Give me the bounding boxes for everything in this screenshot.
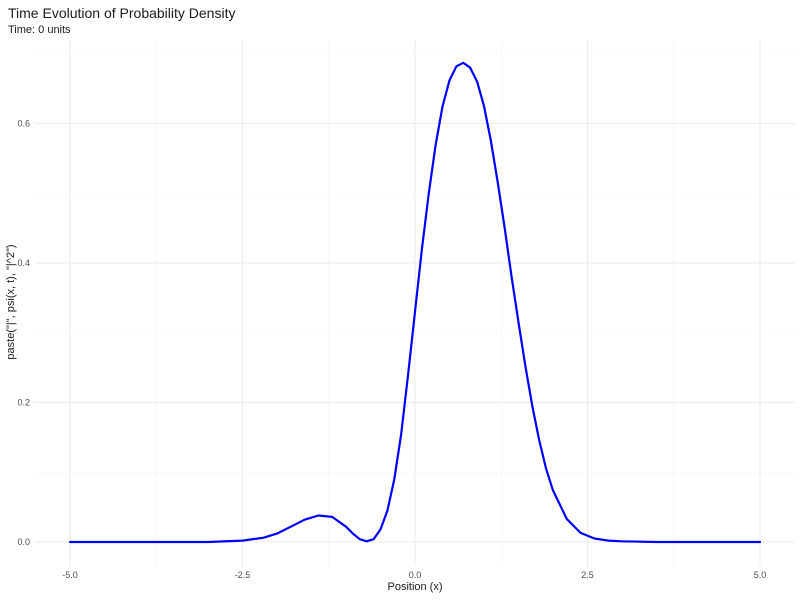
y-tick-label: 0.2	[17, 398, 30, 408]
x-axis-label: Position (x)	[387, 581, 442, 593]
tick-layer: -5.0 -2.5 0.0 2.5 5.0 0.0 0.2 0.4 0.6	[17, 119, 766, 581]
x-tick-label: -5.0	[62, 570, 78, 580]
y-tick-label: 0.4	[17, 258, 30, 268]
x-tick-label: 2.5	[581, 570, 594, 580]
density-line	[68, 61, 762, 544]
chart-title: Time Evolution of Probability Density	[8, 5, 236, 21]
y-axis-label: paste("|", psi(x, t), "|^2")	[5, 244, 17, 359]
y-tick-label: 0.6	[17, 119, 30, 129]
chart-subtitle: Time: 0 units	[8, 24, 71, 36]
x-tick-label: 5.0	[754, 570, 767, 580]
x-tick-label: -2.5	[235, 570, 251, 580]
y-tick-label: 0.0	[17, 537, 30, 547]
x-tick-label: 0.0	[409, 570, 422, 580]
series-layer	[68, 61, 762, 544]
